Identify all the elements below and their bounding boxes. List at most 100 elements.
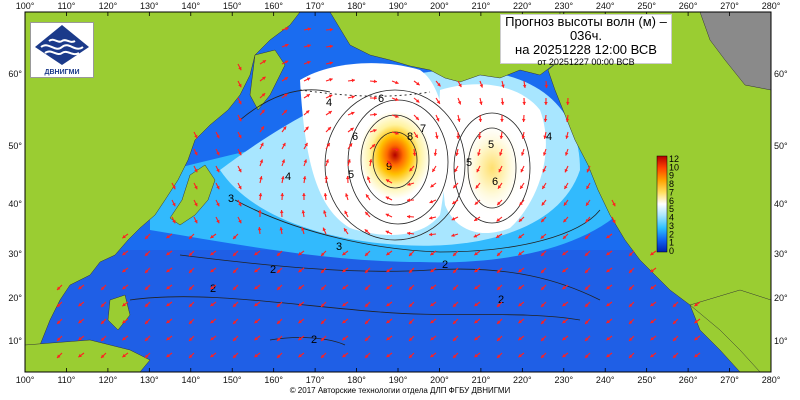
arrow-head xyxy=(395,147,399,152)
arrow-head xyxy=(519,201,523,206)
arrow-head xyxy=(166,302,170,307)
arrow-head xyxy=(453,184,457,189)
aleutian-islands xyxy=(299,89,431,97)
arrow-head xyxy=(563,202,568,206)
lon-label-bottom: 250° xyxy=(637,375,656,385)
arrow-head xyxy=(386,319,390,324)
lon-label-top: 100° xyxy=(16,1,35,11)
wave-direction-arrows xyxy=(56,27,701,359)
arrow-head xyxy=(474,336,478,341)
arrow-head xyxy=(365,194,370,198)
graticule-ticks: 100°100°110°110°120°120°130°130°140°140°… xyxy=(8,1,788,385)
arrow-head xyxy=(435,135,439,139)
arrow-head xyxy=(342,319,346,324)
arrow-head xyxy=(429,199,434,204)
contour-label: 6 xyxy=(352,131,358,143)
lon-label-bottom: 190° xyxy=(389,375,408,385)
arrow-head xyxy=(172,219,176,224)
arrow-head xyxy=(562,302,566,307)
arrow-head xyxy=(585,286,589,290)
arrow-head xyxy=(386,336,390,341)
arrow-head xyxy=(321,354,325,358)
arrow-head xyxy=(385,230,390,234)
arrow-head xyxy=(629,269,633,273)
arrow-head xyxy=(329,78,333,82)
arrow-head xyxy=(457,118,461,122)
arrow-head xyxy=(301,227,305,231)
arrow-head xyxy=(541,286,545,290)
arrow-head xyxy=(101,320,105,324)
arrow-head xyxy=(453,303,457,307)
arrow-head xyxy=(348,143,353,147)
arrow-head xyxy=(189,303,193,307)
arrow-head xyxy=(210,285,214,290)
color-scale-label: 3 xyxy=(669,221,674,231)
lon-label-bottom: 170° xyxy=(306,375,325,385)
arrow-head xyxy=(365,337,369,341)
arrow-head xyxy=(304,142,308,147)
arrow-head xyxy=(277,269,281,273)
arrow-head xyxy=(415,116,419,121)
arrow-head xyxy=(453,337,457,341)
arrow-head xyxy=(298,251,302,256)
arrow-head xyxy=(606,353,610,358)
arrow-head xyxy=(673,354,677,358)
arrow-head xyxy=(373,96,377,100)
arrow-head xyxy=(305,126,309,131)
arrow-head xyxy=(101,337,105,341)
arrow-head xyxy=(612,202,616,207)
arrow-head xyxy=(262,76,266,81)
arrow-head xyxy=(321,269,325,273)
arrow-head xyxy=(544,84,549,88)
arrow-head xyxy=(189,286,193,290)
arrow-head xyxy=(238,151,242,156)
arrow-head xyxy=(238,83,242,88)
arrow-head xyxy=(172,185,176,190)
arrow-head xyxy=(145,269,149,273)
color-scale-bar xyxy=(656,155,668,253)
arrow-head xyxy=(430,251,434,256)
arrow-head xyxy=(351,95,355,99)
arrow-head xyxy=(122,285,126,290)
color-scale-label: 2 xyxy=(669,229,674,239)
arrow-head xyxy=(298,319,302,324)
arrow-head xyxy=(562,336,566,341)
arrow-head xyxy=(145,354,149,358)
arrow-head xyxy=(430,302,434,307)
lon-label-top: 150° xyxy=(223,1,242,11)
arrow-head xyxy=(122,302,126,307)
arrow-head xyxy=(409,354,413,358)
arrow-head xyxy=(407,214,411,219)
arrow-head xyxy=(216,219,220,224)
arrow-head xyxy=(498,168,502,173)
arrow-head xyxy=(306,94,310,98)
arrow-head xyxy=(606,336,610,341)
contour-label: 5 xyxy=(348,169,354,181)
arrow-head xyxy=(386,268,390,273)
arrow-head xyxy=(281,159,286,163)
arrow-head xyxy=(281,176,285,180)
arrow-head xyxy=(650,268,654,273)
arrow-head xyxy=(122,251,126,256)
dvnigmi-logo: ДВНИГМИ xyxy=(30,22,94,78)
contour-label: 2 xyxy=(442,259,448,271)
arrow-head xyxy=(350,127,354,132)
arrow-head xyxy=(650,353,654,358)
arrow-head xyxy=(345,193,349,197)
arrow-head xyxy=(194,168,198,173)
arrow-head xyxy=(233,303,237,307)
arrow-head xyxy=(254,285,258,290)
arrow-head xyxy=(478,118,483,122)
arrow-head xyxy=(407,198,411,202)
arrow-head xyxy=(606,251,610,256)
arrow-head xyxy=(298,302,302,307)
arrow-head xyxy=(518,336,522,341)
arrow-head xyxy=(474,319,478,324)
arrow-head xyxy=(166,234,170,239)
lon-label-bottom: 120° xyxy=(99,375,118,385)
arrow-head xyxy=(101,354,105,358)
arrow-head xyxy=(321,303,325,307)
arrow-head xyxy=(254,336,258,341)
arrow-head xyxy=(166,251,170,256)
arrow-head xyxy=(650,302,654,307)
